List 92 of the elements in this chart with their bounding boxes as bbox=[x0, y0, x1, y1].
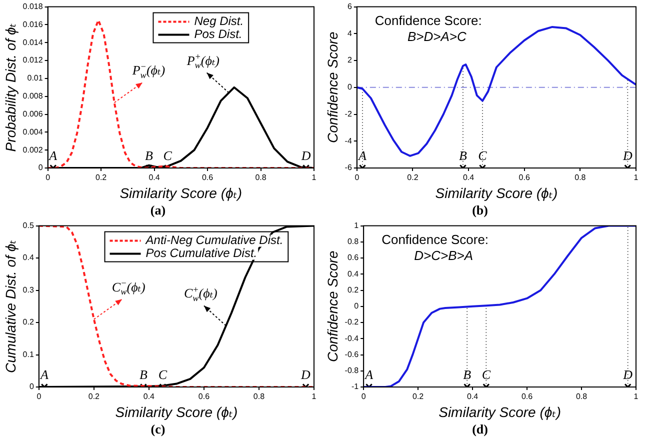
y-axis-title: Confidence Score bbox=[324, 32, 340, 144]
x-tick-label: 0.6 bbox=[521, 392, 534, 402]
annotation: Confidence Score: bbox=[382, 232, 489, 247]
x-tick-label: 0.2 bbox=[412, 392, 424, 402]
annotation: A bbox=[39, 367, 48, 382]
legend-label: Pos Dist. bbox=[194, 27, 242, 42]
y-tick-label: -6 bbox=[344, 163, 352, 172]
x-axis-title: Similarity Score (ϕₜ) bbox=[438, 404, 561, 420]
x-tick-label: 0.8 bbox=[255, 173, 267, 182]
x-tick-label: 0.8 bbox=[574, 173, 586, 182]
y-tick-label: 6 bbox=[347, 2, 352, 12]
y-tick-label: 0.014 bbox=[22, 38, 44, 47]
annotation: D>C>B>A bbox=[414, 248, 474, 263]
y-tick-label: 0.006 bbox=[22, 109, 44, 118]
y-axis-title: Cumulative Dist. of ϕₜ bbox=[2, 240, 18, 374]
text: (d) bbox=[472, 422, 488, 437]
y-tick-label: 0.4 bbox=[22, 253, 34, 262]
annotation: D bbox=[300, 148, 312, 163]
y-axis-title: Probability Dist. of ϕₜ bbox=[2, 23, 18, 152]
x-tick-label: 0.4 bbox=[462, 173, 475, 182]
y-tick-label: -2 bbox=[344, 109, 352, 118]
legend-label: Pos Cumulative Dist. bbox=[146, 246, 258, 260]
y-tick-label: 0 bbox=[38, 163, 44, 172]
x-tick-label: 0.6 bbox=[198, 392, 210, 402]
annotation: C bbox=[158, 367, 168, 382]
x-tick-label: 0.4 bbox=[466, 392, 479, 402]
text: (a) bbox=[150, 202, 166, 218]
y-tick-label: 0.002 bbox=[22, 145, 44, 154]
annotation: D bbox=[622, 367, 634, 382]
y-tick-label: -0.8 bbox=[344, 366, 360, 376]
x-tick-label: 0.2 bbox=[407, 173, 419, 182]
x-tick-label: 0.4 bbox=[143, 392, 156, 402]
x-tick-label: 0.8 bbox=[576, 392, 588, 402]
y-tick-label: 0.018 bbox=[22, 2, 44, 12]
x-axis-title: Similarity Score (ϕₜ) bbox=[120, 184, 242, 201]
x-tick-label: 1 bbox=[634, 392, 639, 402]
x-tick-label: 0.2 bbox=[95, 173, 108, 182]
y-tick-label: 0.01 bbox=[27, 74, 44, 83]
x-tick-label: 0.6 bbox=[518, 173, 530, 182]
y-tick-label: 0 bbox=[347, 82, 352, 92]
y-tick-label: 0.2 bbox=[347, 285, 360, 294]
y-tick-label: -4 bbox=[344, 136, 352, 146]
x-axis-title: Similarity Score (ϕₜ) bbox=[435, 184, 558, 201]
y-tick-label: -0.4 bbox=[344, 334, 360, 343]
annotation: D bbox=[622, 148, 633, 163]
annotation: C bbox=[482, 367, 491, 382]
x-tick-label: 0.2 bbox=[88, 392, 100, 402]
annotation: B bbox=[458, 148, 467, 163]
annotation: B bbox=[144, 148, 153, 163]
y-tick-label: 0.5 bbox=[22, 221, 34, 230]
annotation: A bbox=[48, 148, 58, 163]
x-tick-label: 0.4 bbox=[148, 173, 160, 182]
y-tick-label: 0.012 bbox=[22, 56, 44, 65]
annotation: D bbox=[300, 367, 312, 382]
x-tick-label: 1 bbox=[312, 173, 317, 182]
text: (b) bbox=[472, 202, 488, 218]
y-tick-label: 0.2 bbox=[22, 318, 34, 327]
annotation: B bbox=[139, 367, 148, 382]
y-tick-label: -1 bbox=[351, 382, 360, 392]
x-tick-label: 0.6 bbox=[202, 173, 214, 182]
y-tick-label: 0.008 bbox=[22, 92, 44, 101]
annotation: C bbox=[163, 148, 172, 163]
legend-label: Anti-Neg Cumulative Dist. bbox=[144, 233, 284, 248]
annotation: Confidence Score: bbox=[374, 12, 482, 28]
y-tick-label: 0.4 bbox=[347, 269, 360, 278]
y-tick-label: 0.1 bbox=[22, 350, 34, 359]
y-tick-label: 0.016 bbox=[22, 20, 44, 29]
annotation: C bbox=[478, 148, 488, 163]
annotation: A bbox=[358, 148, 367, 163]
y-tick-label: 0.3 bbox=[22, 285, 34, 294]
annotation: A bbox=[364, 367, 374, 382]
y-tick-label: 0.6 bbox=[347, 253, 360, 262]
y-tick-label: -0.2 bbox=[344, 318, 360, 327]
x-axis-title: Similarity Score (ϕₜ) bbox=[115, 404, 238, 420]
y-tick-label: 0.8 bbox=[347, 237, 360, 246]
annotation: B>D>A>C bbox=[407, 28, 467, 44]
x-tick-label: 0.8 bbox=[253, 392, 266, 402]
text: (c) bbox=[150, 422, 166, 437]
y-tick-label: 4 bbox=[347, 28, 352, 38]
x-tick-label: 1 bbox=[634, 173, 639, 182]
legend-label: Neg Dist. bbox=[194, 14, 244, 28]
y-tick-label: 0 bbox=[29, 382, 34, 392]
annotation: B bbox=[463, 367, 472, 382]
y-tick-label: 0 bbox=[354, 302, 360, 311]
y-tick-label: 0.004 bbox=[22, 127, 44, 136]
y-tick-label: -0.6 bbox=[344, 350, 360, 359]
x-tick-label: 1 bbox=[312, 392, 317, 402]
y-tick-label: 2 bbox=[347, 56, 352, 65]
x-tick-label: 0 bbox=[46, 173, 51, 182]
x-tick-label: 0 bbox=[361, 392, 366, 402]
y-axis-title: Confidence Score bbox=[324, 250, 340, 362]
y-tick-label: 1 bbox=[354, 221, 360, 230]
